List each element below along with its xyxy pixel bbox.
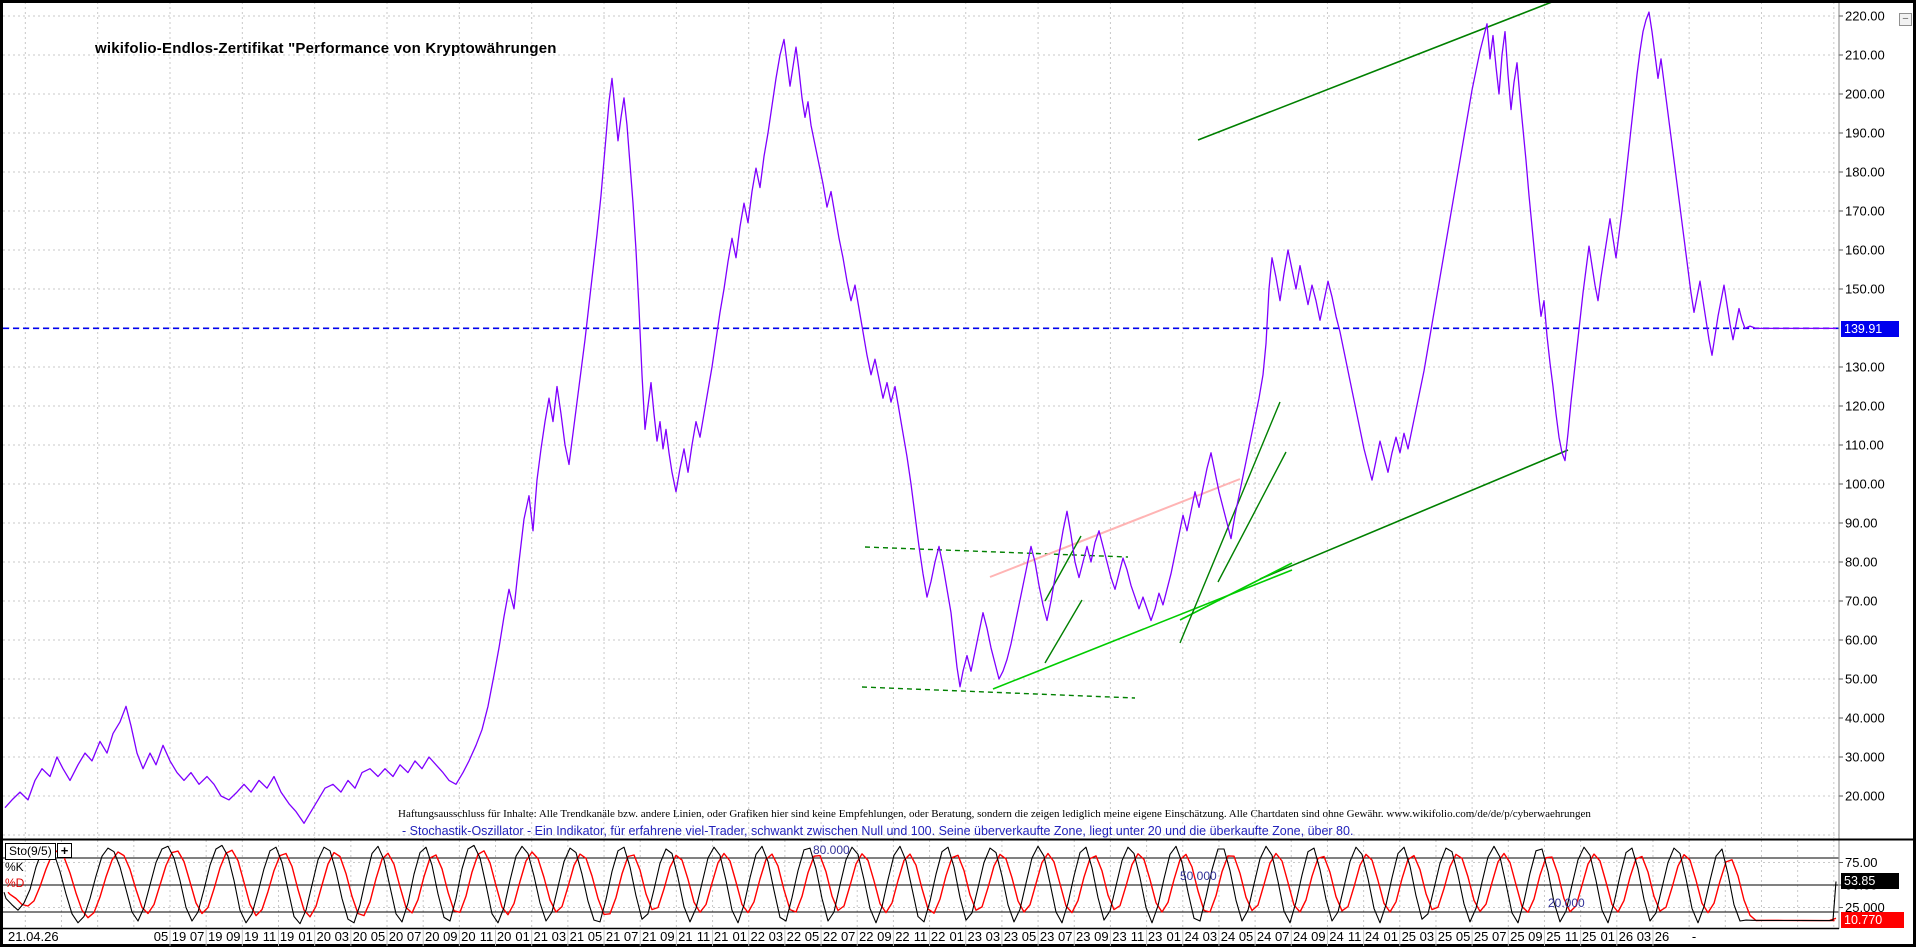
date-label: 05 22 (805, 929, 838, 944)
date-label: 01 21 (515, 929, 548, 944)
date-label: 11 20 (480, 929, 512, 944)
oversold-zone-label: 20.000 (1548, 896, 1585, 910)
right-flag-lower (1217, 451, 1287, 583)
price-axis-label: 80.00 (1845, 555, 1878, 570)
date-label: 09 21 (660, 929, 693, 944)
price-axis-label: 150.00 (1845, 282, 1885, 297)
overbought-zone-label: 80.000 (813, 843, 850, 857)
stochastic-description-text: - Stochastik-Oszillator - Ein Indikator,… (402, 824, 1354, 838)
date-label: 05 20 (371, 929, 404, 944)
sto-k-value-badge: 53.85 (1841, 873, 1899, 889)
date-label: 11 22 (914, 929, 946, 944)
price-axis-label: 40.000 (1845, 711, 1885, 726)
sto-plot-area[interactable] (3, 840, 1839, 929)
date-label: 03 22 (769, 929, 802, 944)
main-plot-area[interactable] (3, 2, 1839, 838)
price-axis-label: 110.00 (1845, 438, 1884, 453)
date-label: 09 19 (226, 929, 259, 944)
date-label: 11 25 (1565, 929, 1597, 944)
date-label: 01 23 (949, 929, 982, 944)
sto-d-line (7, 849, 1837, 922)
percent-k-legend: %K (5, 860, 24, 874)
percent-d-legend: %D (5, 876, 25, 890)
date-label: 05 24 (1239, 929, 1272, 944)
date-label: 09 25 (1528, 929, 1561, 944)
collapse-panel-button[interactable]: − (1899, 13, 1912, 26)
date-label: 03 25 (1420, 929, 1453, 944)
date-label: 07 23 (1058, 929, 1091, 944)
bright-green-support-2 (1179, 562, 1293, 621)
sto-axis-label: 75.00 (1845, 855, 1878, 870)
date-label: 03 26 (1637, 929, 1670, 944)
date-label: 01 20 (298, 929, 331, 944)
upper-channel-line (1197, 0, 1558, 141)
date-label: 11 23 (1131, 929, 1163, 944)
pink-trend-line (989, 478, 1241, 578)
last-price-badge: 139.91 (1841, 321, 1899, 337)
date-label: 09 22 (877, 929, 910, 944)
date-label: 01 22 (732, 929, 765, 944)
date-label: 01 25 (1384, 929, 1417, 944)
date-label: 07 20 (407, 929, 440, 944)
date-label: 05 19 (154, 929, 187, 944)
chart-title: wikifolio-Endlos-Zertifikat "Performance… (95, 40, 557, 57)
price-axis-label: 220.00 (1845, 9, 1885, 24)
date-label: 07 21 (624, 929, 657, 944)
date-label: 05 23 (1022, 929, 1055, 944)
date-label: 01 24 (1166, 929, 1199, 944)
price-axis-label: 30.000 (1845, 750, 1885, 765)
disclaimer-text: Haftungsausschluss für Inhalte: Alle Tre… (398, 808, 1591, 820)
date-label: 05 21 (588, 929, 621, 944)
date-axis-end-label: - (1692, 929, 1696, 944)
price-axis-label: 180.00 (1845, 165, 1885, 180)
date-label: 03 20 (335, 929, 368, 944)
date-label: 07 22 (841, 929, 874, 944)
date-label: 11 19 (263, 929, 295, 944)
date-label: 11 24 (1348, 929, 1380, 944)
date-label: 05 25 (1456, 929, 1489, 944)
date-label: 03 24 (1203, 929, 1236, 944)
add-indicator-button[interactable]: + (57, 843, 72, 858)
price-axis-label: 60.00 (1845, 633, 1878, 648)
stochastic-indicator-chip[interactable]: Sto(9/5) (5, 843, 56, 860)
bright-green-support-1 (992, 569, 1293, 690)
mid-zone-label: 50.000 (1180, 869, 1217, 883)
mid-flag-upper (1044, 535, 1082, 602)
lower-support-line (1259, 449, 1569, 580)
date-label: 09 24 (1311, 929, 1344, 944)
price-axis-label: 100.00 (1845, 477, 1885, 492)
mid-flag-lower (1044, 599, 1083, 664)
sto-d-value-badge: 10.770 (1841, 912, 1904, 928)
price-axis-label: 210.00 (1845, 48, 1885, 63)
date-label: 11 21 (697, 929, 729, 944)
sto-k-line (3, 844, 1837, 925)
date-label: 03 23 (986, 929, 1019, 944)
consolidation-lower-dashed (861, 686, 1136, 699)
price-axis-label: 200.00 (1845, 87, 1885, 102)
price-axis-label: 120.00 (1845, 399, 1885, 414)
date-label: 03 21 (552, 929, 585, 944)
price-axis-label: 90.00 (1845, 516, 1878, 531)
price-axis-label: 170.00 (1845, 204, 1885, 219)
price-axis-label: 70.00 (1845, 594, 1878, 609)
current-date-label: 21.04.26 (8, 929, 59, 944)
price-axis-label: 20.000 (1845, 789, 1885, 804)
date-label: 07 24 (1275, 929, 1308, 944)
right-flag-upper (1179, 401, 1281, 644)
price-axis-label: 130.00 (1845, 360, 1885, 375)
price-axis-label: 50.00 (1845, 672, 1878, 687)
date-label: 07 19 (190, 929, 223, 944)
price-axis-label: 190.00 (1845, 126, 1885, 141)
date-label: 09 20 (443, 929, 476, 944)
sto-axis-label: 25.000 (1845, 900, 1885, 915)
date-label: 07 25 (1492, 929, 1525, 944)
date-label: 01 26 (1601, 929, 1634, 944)
price-line (4, 11, 1836, 824)
price-axis-label: 160.00 (1845, 243, 1885, 258)
date-label: 09 23 (1094, 929, 1127, 944)
